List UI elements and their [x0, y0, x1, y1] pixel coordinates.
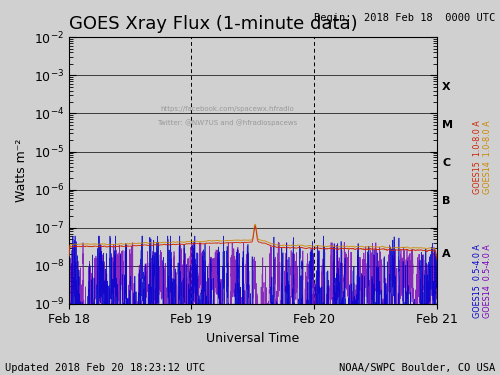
Text: GOES14  0.5-4.0 A: GOES14 0.5-4.0 A	[483, 244, 492, 318]
Text: NOAA/SWPC Boulder, CO USA: NOAA/SWPC Boulder, CO USA	[339, 363, 495, 373]
Text: A: A	[442, 249, 450, 259]
Text: https://facebook.com/spacewx.hfradio: https://facebook.com/spacewx.hfradio	[160, 106, 294, 112]
Text: M: M	[442, 120, 453, 130]
Text: GOES Xray Flux (1-minute data): GOES Xray Flux (1-minute data)	[69, 15, 358, 33]
Y-axis label: Watts m⁻²: Watts m⁻²	[15, 139, 28, 202]
Text: Twitter: @NW7US and @hfradiospacews: Twitter: @NW7US and @hfradiospacews	[157, 119, 297, 126]
Text: X: X	[442, 82, 450, 92]
Text: Updated 2018 Feb 20 18:23:12 UTC: Updated 2018 Feb 20 18:23:12 UTC	[5, 363, 205, 373]
Text: GOES14  1.0-8.0 A: GOES14 1.0-8.0 A	[483, 121, 492, 194]
Text: C: C	[442, 158, 450, 168]
Text: B: B	[442, 196, 450, 206]
Text: GOES15  1.0-8.0 A: GOES15 1.0-8.0 A	[473, 121, 482, 194]
Text: GOES15  0.5-4.0 A: GOES15 0.5-4.0 A	[473, 244, 482, 318]
Text: Begin:  2018 Feb 18  0000 UTC: Begin: 2018 Feb 18 0000 UTC	[314, 13, 495, 23]
X-axis label: Universal Time: Universal Time	[206, 332, 300, 345]
